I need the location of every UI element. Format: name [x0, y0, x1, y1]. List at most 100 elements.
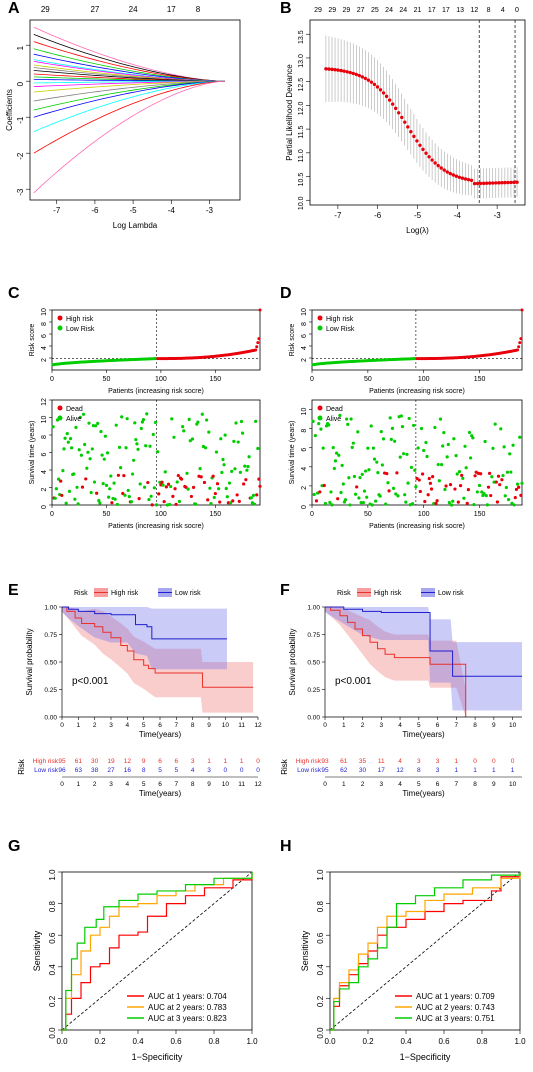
- survival-point: [498, 483, 502, 487]
- survival-point: [433, 425, 437, 430]
- risk-table-cell: 96: [58, 767, 66, 774]
- x-tick-label: 0.6: [438, 1037, 450, 1046]
- cv-point: [403, 120, 407, 124]
- survival-point: [455, 472, 459, 476]
- cv-point: [324, 67, 328, 71]
- top-tick-label-b: 17: [442, 7, 450, 14]
- survival-point: [406, 481, 410, 485]
- risk-table-cell: 30: [359, 767, 367, 774]
- survival-point: [116, 473, 121, 477]
- survival-point: [77, 448, 81, 452]
- survival-point: [341, 482, 345, 486]
- survival-point: [170, 417, 174, 421]
- survival-point: [506, 498, 511, 502]
- survival-point: [255, 493, 259, 497]
- survival-point: [208, 486, 212, 490]
- survival-point: [451, 499, 455, 503]
- risk-table-cell: 1: [511, 767, 515, 774]
- survival-point: [59, 479, 63, 483]
- y-tick-label: 4: [41, 346, 48, 350]
- survival-point: [257, 477, 261, 481]
- risk-point: [256, 341, 260, 345]
- survival-point: [434, 501, 438, 506]
- survival-point: [179, 477, 184, 481]
- coef-path-line: [33, 80, 225, 154]
- x-tick-label: 7: [175, 722, 179, 729]
- survival-point: [74, 425, 78, 429]
- cv-point: [348, 70, 352, 75]
- km-curve-low: [325, 606, 522, 677]
- survival-point: [233, 467, 237, 471]
- survival-point: [110, 501, 114, 505]
- survival-point: [108, 487, 112, 491]
- survival-point: [132, 458, 136, 462]
- survival-point: [96, 421, 100, 425]
- coef-path-line: [33, 80, 225, 132]
- survival-point: [453, 487, 457, 491]
- survival-point: [236, 440, 240, 444]
- y-tick-label: 4: [41, 470, 48, 474]
- legend-label: AUC at 2 years: 0.783: [148, 1003, 227, 1012]
- survival-point: [329, 490, 333, 494]
- roc-curve: [62, 872, 253, 1031]
- risk-table-cell: 95: [58, 758, 66, 765]
- cv-point: [494, 181, 498, 185]
- risk-table-cell: 3: [191, 758, 195, 765]
- x-axis-label: 1−Specificity: [400, 1052, 451, 1062]
- survival-point: [218, 500, 222, 504]
- x-tick-label: 3: [379, 722, 383, 729]
- y-tick-label: 0.75: [44, 632, 57, 639]
- survival-point: [205, 418, 209, 422]
- survival-point: [508, 452, 512, 456]
- survival-point: [379, 430, 383, 434]
- risk-table-x-tick: 0: [60, 781, 64, 788]
- survival-point: [371, 446, 376, 450]
- x-tick-label: 150: [474, 376, 486, 383]
- survival-point: [393, 439, 397, 443]
- y-tick-label: 0.00: [307, 715, 320, 722]
- y-tick-label: 1.00: [307, 605, 320, 612]
- survival-point: [442, 431, 446, 435]
- cv-point: [418, 143, 422, 147]
- cv-point: [342, 69, 346, 73]
- survival-point: [64, 501, 68, 505]
- roc-curve: [62, 872, 253, 1031]
- survival-point: [219, 437, 223, 441]
- survival-point: [93, 424, 98, 428]
- x-tick-label: 3: [109, 722, 113, 729]
- survival-point: [515, 482, 520, 486]
- survival-point: [458, 484, 463, 488]
- y-tick-label-b: 12.0: [298, 101, 305, 115]
- y-tick-label: 0.8: [48, 900, 57, 912]
- km-curve-high: [325, 606, 467, 717]
- survival-point: [375, 460, 379, 464]
- survival-point: [391, 486, 396, 490]
- x-tick-label: 8: [191, 722, 195, 729]
- survival-point: [435, 499, 439, 503]
- survival-point: [331, 445, 335, 450]
- survival-point: [465, 501, 469, 505]
- x-tick-label: 5: [417, 722, 421, 729]
- survival-point: [202, 480, 207, 485]
- survival-point: [467, 430, 472, 435]
- cv-point: [351, 71, 355, 76]
- y-tick-label: 0.2: [316, 995, 325, 1007]
- cv-point: [415, 139, 419, 143]
- cv-point: [421, 147, 425, 152]
- survival-point: [169, 484, 173, 489]
- y-tick-label: 6: [301, 334, 308, 338]
- risk-table-x-tick: 9: [492, 781, 496, 788]
- survival-point: [403, 493, 407, 497]
- survival-point: [102, 457, 106, 461]
- survival-point: [333, 459, 338, 463]
- survival-point: [372, 457, 377, 461]
- risk-table-cell: 3: [436, 758, 440, 765]
- survival-point: [359, 501, 363, 505]
- survival-point: [414, 485, 418, 489]
- cv-point: [488, 181, 492, 185]
- survival-point: [503, 494, 507, 498]
- cv-point: [360, 75, 365, 79]
- survival-point: [480, 490, 484, 494]
- x-tick-label: 1.0: [514, 1037, 526, 1046]
